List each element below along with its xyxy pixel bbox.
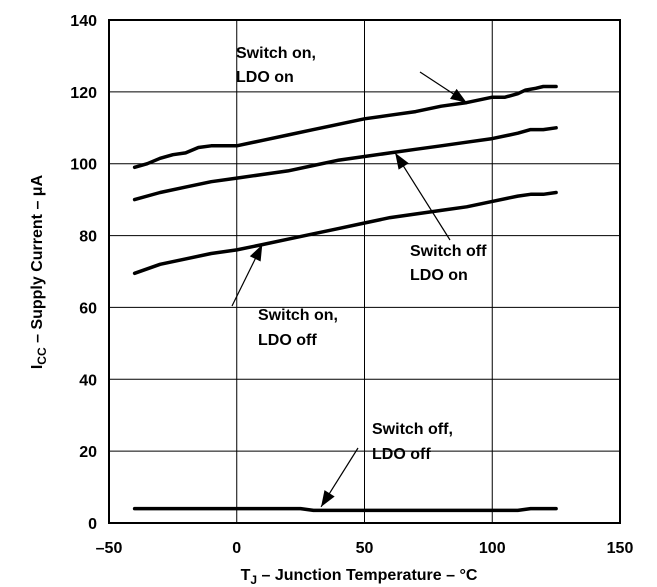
annotation-switch-off-ldo-on-line2: LDO on [410, 267, 468, 284]
y-tick-label: 80 [79, 229, 97, 246]
annotation-switch-off-ldo-on-line1: Switch off [410, 243, 487, 260]
annotation-switch-on-ldo-on-line2: LDO on [236, 69, 294, 86]
grid [109, 20, 620, 523]
y-tick-label: 60 [79, 300, 97, 317]
x-axis-label: TJ – Junction Temperature – °C [241, 567, 478, 587]
y-tick-label: 40 [79, 372, 97, 389]
x-tick-label: 100 [479, 540, 506, 557]
annotation-switch-on-ldo-off-line2: LDO off [258, 332, 317, 349]
x-tick-label: 50 [356, 540, 374, 557]
series-line-1 [132, 84, 558, 170]
callout-arrowhead-2 [395, 152, 409, 170]
annotation-switch-on-ldo-off-line1: Switch on, [258, 307, 338, 324]
y-tick-labels: 0 20 40 60 80 100 120 140 [70, 13, 97, 533]
y-axis-label: ICC – Supply Current – μA [29, 174, 49, 369]
series-line-2 [132, 126, 558, 202]
annotation-switch-off-ldo-off-line2: LDO off [372, 446, 431, 463]
y-tick-label: 120 [70, 85, 97, 102]
x-tick-labels: –50 0 50 100 150 [96, 540, 634, 557]
callout-line-2 [394, 152, 451, 241]
series-group [132, 84, 558, 513]
x-tick-label: 150 [607, 540, 634, 557]
callout-arrowhead-1 [450, 88, 467, 103]
series-line-4 [132, 506, 558, 513]
y-tick-label: 0 [88, 516, 97, 533]
annotation-switch-on-ldo-on-line1: Switch on, [236, 45, 316, 62]
annotation-switch-off-ldo-off-line1: Switch off, [372, 421, 453, 438]
plot-frame [108, 19, 621, 524]
x-tick-label: –50 [96, 540, 123, 557]
callout-arrowhead-3 [249, 244, 263, 262]
y-tick-label: 20 [79, 444, 97, 461]
x-tick-label: 0 [232, 540, 241, 557]
series-line-3 [132, 190, 558, 276]
y-tick-label: 100 [70, 157, 97, 174]
callout-arrows [231, 71, 468, 508]
callout-arrowhead-4 [321, 490, 335, 507]
y-tick-label: 140 [70, 13, 97, 30]
